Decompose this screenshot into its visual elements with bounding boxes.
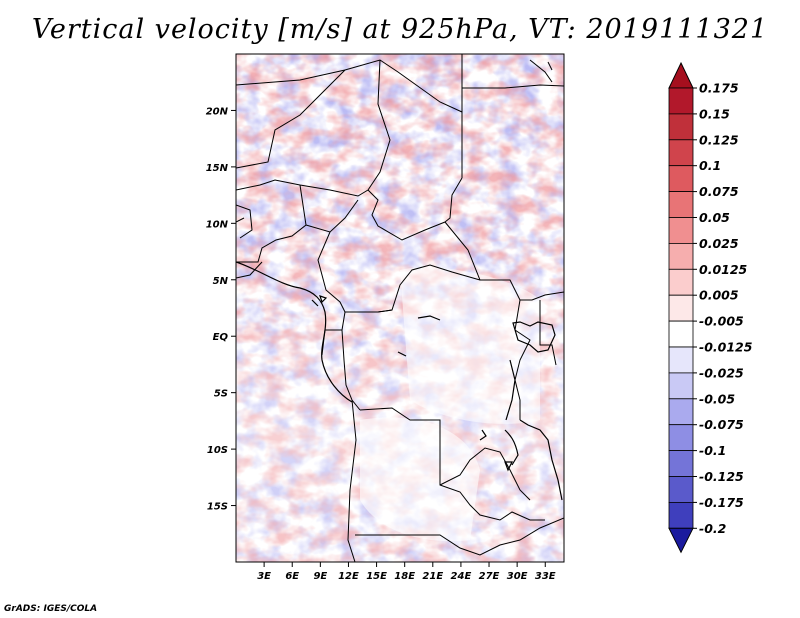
colorbar-label: 0.175 [699,81,739,96]
colorbar-segment [668,372,694,400]
plot-frame [235,53,565,563]
colorbar: 0.175 0.15 0.125 0.1 0.075 0.05 0.025 0.0125 0.0… [668,61,753,554]
colorbar-top-arrow [668,61,694,89]
colorbar-segment [668,346,694,374]
lon-tick-label: 24E [451,571,472,582]
colorbar-segment [668,450,694,477]
colorbar-label: 0.005 [699,288,739,303]
colorbar-label: -0.005 [699,314,744,329]
colorbar-segment [668,165,694,192]
colorbar-segment [668,320,694,348]
longitude-axis: 3E 6E 9E 12E 15E 18E 21E 24E 27E 30E 33E [257,562,556,582]
colorbar-segment [668,398,694,426]
colorbar-segment [668,87,694,115]
colorbar-segment [668,217,694,244]
lat-tick-label: 15N [206,163,229,174]
lon-tick-label: 21E [422,571,443,582]
colorbar-label: 0.025 [699,236,739,251]
colorbar-label: -0.025 [699,365,744,380]
lon-tick-label: 30E [507,571,528,582]
colorbar-segment [668,242,694,270]
colorbar-segment [668,424,694,452]
lat-tick-label: 10S [207,445,228,456]
lon-tick-label: 9E [313,571,327,582]
colorbar-label: -0.075 [699,417,744,432]
lat-tick-label: EQ [213,332,229,343]
coastlines [236,261,563,501]
colorbar-label: 0.0125 [699,262,748,277]
lon-tick-label: 33E [535,571,556,582]
lat-tick-label: 5N [213,276,229,287]
lat-tick-label: 20N [206,106,229,117]
colorbar-label: -0.0125 [699,340,753,355]
colorbar-label: 0.125 [699,132,739,147]
colorbar-label: -0.2 [699,521,726,536]
lon-tick-label: 15E [366,571,387,582]
colorbar-label: 0.05 [699,210,730,225]
colorbar-segment [668,268,694,296]
lon-tick-label: 3E [257,571,271,582]
country-borders [236,54,564,562]
colorbar-label: -0.05 [699,391,735,406]
colorbar-segment [668,113,694,141]
colorbar-segment [668,294,694,322]
colorbar-bottom-arrow [668,527,694,554]
lon-tick-label: 6E [285,571,299,582]
lon-tick-label: 18E [394,571,415,582]
colorbar-label: 0.075 [699,184,739,199]
colorbar-segment [668,476,694,503]
colorbar-label: -0.125 [699,469,744,484]
colorbar-label: 0.1 [699,158,721,173]
colorbar-segment [668,191,694,218]
lat-tick-label: 15S [207,502,228,513]
colorbar-label: 0.15 [699,106,730,121]
grads-credit: GrADS: IGES/COLA [4,604,98,614]
colorbar-segment [668,139,694,167]
velocity-field [236,54,564,562]
latitude-axis: 20N 15N 10N 5N EQ 5S 10S 15S [206,106,236,513]
lat-tick-label: 5S [214,389,228,400]
colorbar-label: -0.1 [699,443,726,458]
lon-tick-label: 27E [479,571,500,582]
map-title: Vertical velocity [m/s] at 925hPa, VT: 2… [31,14,769,45]
lat-tick-label: 10N [206,219,229,230]
lon-tick-label: 12E [338,571,359,582]
colorbar-segment [668,501,694,529]
colorbar-label: -0.175 [699,495,744,510]
